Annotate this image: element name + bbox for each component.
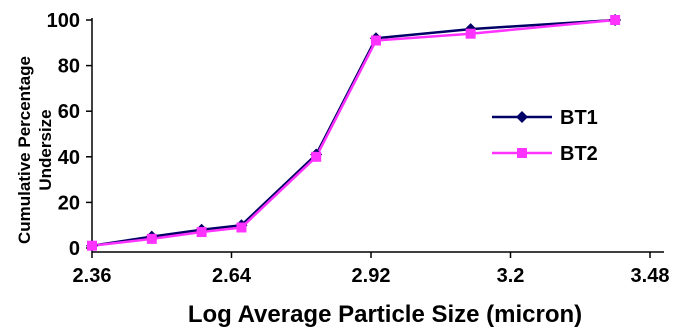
legend: BT1 BT2 (492, 107, 598, 165)
y-axis-title-line-2: Undersize (36, 109, 55, 190)
series-line-bt1 (91, 18, 616, 247)
series-line-bt2 (91, 18, 616, 247)
x-tick-label: 2.92 (352, 265, 391, 287)
legend-marker-bt2 (517, 148, 527, 158)
y-axis-title: Cumulative Percentage Undersize (15, 56, 55, 244)
x-tick-label: 2.36 (73, 265, 112, 287)
data-point-bt2 (610, 15, 621, 25)
data-point-bt2 (87, 240, 97, 251)
x-tick-label: 3.48 (631, 265, 670, 287)
data-point-bt2 (146, 233, 157, 244)
data-point-bt2 (311, 151, 322, 162)
legend-label-bt1: BT1 (560, 107, 598, 129)
data-point-bt2 (465, 28, 476, 39)
data-point-bt2 (370, 35, 381, 46)
y-tick-label: 20 (58, 192, 80, 214)
legend-label-bt2: BT2 (560, 143, 598, 165)
x-ticks: 2.36 2.64 2.92 3.2 3.48 (73, 252, 670, 287)
y-tick-label: 40 (58, 147, 80, 169)
y-tick-label: 60 (58, 101, 80, 123)
y-ticks: 0 20 40 60 80 100 (47, 10, 92, 260)
legend-marker-bt1 (516, 111, 528, 123)
y-tick-label: 0 (69, 238, 80, 260)
x-tick-label: 2.64 (212, 265, 252, 287)
data-point-bt2 (196, 227, 207, 238)
y-axis-title-line-1: Cumulative Percentage (15, 56, 34, 244)
x-axis-title: Log Average Particle Size (micron) (188, 301, 582, 328)
x-tick-label: 3.2 (497, 265, 525, 287)
series-layer (86, 14, 622, 252)
y-tick-label: 80 (58, 56, 80, 78)
y-tick-label: 100 (47, 10, 80, 32)
data-point-bt2 (236, 222, 247, 233)
